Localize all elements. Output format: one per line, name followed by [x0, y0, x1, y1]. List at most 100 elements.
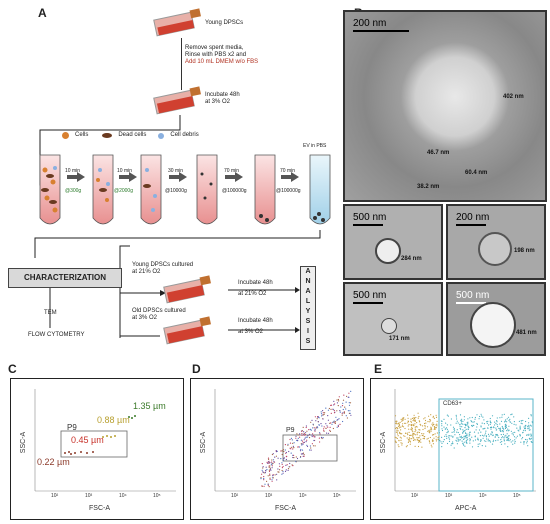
event-dot	[524, 428, 526, 430]
event-dot	[505, 426, 507, 428]
event-dot	[411, 438, 413, 440]
event-dot	[430, 430, 432, 432]
event-dot	[487, 424, 490, 426]
event-dot	[304, 437, 306, 439]
event-dot	[394, 440, 396, 442]
event-dot	[414, 417, 416, 419]
event-dot	[474, 439, 477, 441]
event-dot	[405, 446, 407, 448]
x-axis-label: FSC-A	[275, 505, 296, 512]
event-dot	[268, 458, 270, 460]
event-dot	[524, 428, 527, 430]
event-dot	[460, 428, 462, 430]
event-dot	[289, 462, 291, 465]
event-dot	[487, 433, 490, 435]
event-dot	[487, 420, 489, 422]
event-dot	[468, 435, 470, 437]
young21-line2: at 21% O2	[132, 269, 161, 275]
event-dot	[518, 420, 520, 422]
event-dot	[425, 422, 427, 424]
event-dot	[435, 440, 437, 442]
event-dot	[413, 433, 415, 435]
event-dot	[315, 420, 317, 422]
event-dot	[399, 421, 401, 423]
event-dot	[462, 429, 464, 431]
x-axis-label: APC-A	[455, 505, 477, 512]
event-dot	[531, 441, 533, 443]
event-dot	[479, 435, 481, 437]
analysis-letter: A	[305, 288, 311, 295]
event-dot	[449, 435, 451, 437]
tem-p3-scale: 500 nm	[353, 290, 387, 301]
event-dot	[457, 422, 459, 424]
event-dot	[528, 434, 530, 436]
event-dot	[395, 441, 397, 444]
event-dot	[502, 431, 504, 433]
event-dot	[437, 437, 439, 439]
event-dot	[327, 419, 329, 421]
time-3: 30 min	[168, 168, 184, 174]
event-dot	[508, 419, 510, 422]
event-dot	[301, 440, 304, 442]
event-dot	[320, 437, 323, 439]
event-dot	[332, 408, 334, 411]
event-dot	[397, 428, 399, 430]
event-dot	[483, 435, 485, 437]
event-dot	[519, 435, 521, 437]
legend-debris: Cell debris	[170, 132, 199, 138]
event-dot	[266, 468, 268, 471]
event-dot	[476, 414, 478, 416]
event-dot	[302, 426, 304, 428]
event-dot	[458, 440, 460, 442]
event-dot	[500, 434, 502, 436]
event-dot	[278, 471, 280, 473]
event-dot	[465, 441, 467, 443]
event-dot	[471, 416, 473, 419]
event-dot	[396, 427, 398, 429]
event-dot	[530, 425, 532, 427]
event-dot	[305, 425, 307, 427]
event-dot	[397, 444, 399, 446]
event-dot	[441, 442, 443, 444]
event-dot	[332, 421, 334, 423]
event-dot	[339, 423, 341, 425]
event-dot	[265, 469, 267, 472]
tick-label: 10⁵	[153, 493, 161, 499]
event-dot	[271, 479, 273, 481]
event-dot	[456, 418, 458, 420]
event-dot	[342, 408, 344, 411]
event-dot	[436, 425, 438, 427]
event-dot	[307, 435, 309, 437]
event-dot	[292, 454, 294, 456]
event-dot	[329, 422, 331, 424]
event-dot	[434, 433, 436, 435]
event-dot	[451, 431, 453, 433]
event-dot	[523, 426, 525, 428]
event-dot	[312, 427, 314, 429]
event-dot	[519, 433, 521, 436]
event-dot	[295, 456, 297, 458]
event-dot	[314, 430, 316, 432]
event-dot	[446, 428, 448, 430]
old3-line1: Old DPSCs cultured	[132, 308, 186, 314]
event-dot	[300, 453, 302, 455]
event-dot	[464, 445, 466, 447]
event-dot	[440, 420, 442, 422]
event-dot	[521, 438, 523, 440]
event-dot	[453, 431, 455, 433]
event-dot	[471, 421, 473, 423]
event-dot	[525, 420, 527, 423]
event-dot	[400, 432, 402, 434]
event-dot	[404, 427, 406, 430]
event-dot	[529, 424, 531, 426]
event-dot	[411, 428, 413, 430]
event-dot	[466, 434, 468, 436]
event-dot	[401, 425, 403, 427]
event-dot	[288, 450, 290, 453]
event-dot	[348, 404, 351, 406]
event-dot	[398, 425, 400, 427]
analysis-letter: N	[305, 278, 311, 285]
event-dot	[409, 438, 411, 440]
event-dot	[446, 432, 448, 434]
event-dot	[410, 420, 412, 422]
